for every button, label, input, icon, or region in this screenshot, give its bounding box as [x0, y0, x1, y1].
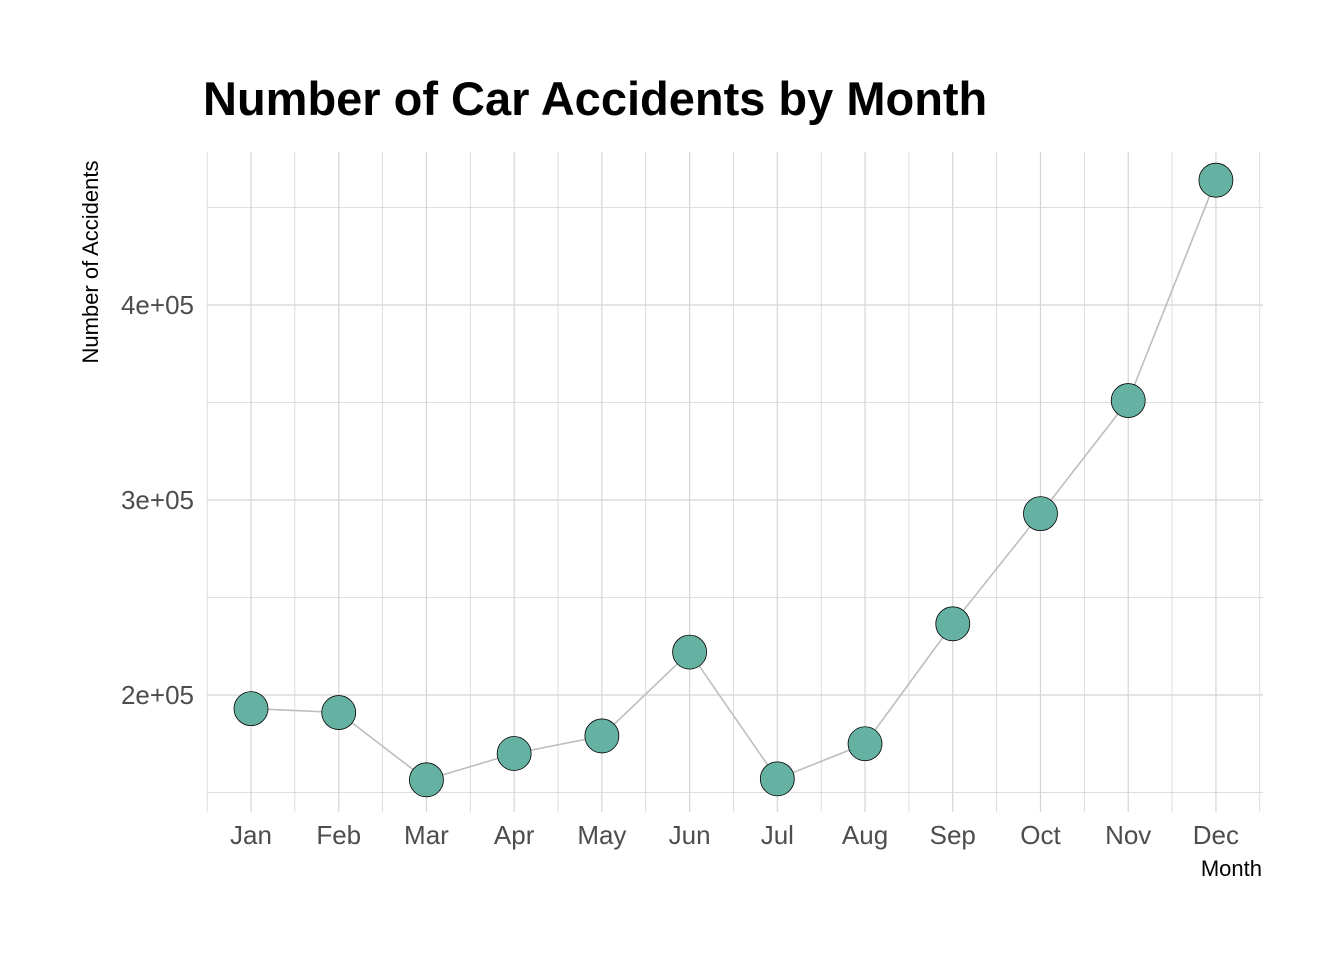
data-point-may [584, 718, 620, 754]
data-point-sep [935, 606, 971, 642]
y-tick-label: 2e+05 [121, 680, 194, 710]
x-tick-label-nov: Nov [1105, 820, 1151, 850]
x-tick-label-mar: Mar [404, 820, 449, 850]
data-point-oct [1023, 496, 1058, 532]
series-line [250, 179, 1217, 781]
x-axis-title: Month [1201, 856, 1262, 881]
x-tick-label-may: May [577, 820, 626, 850]
data-point-dec [1198, 162, 1234, 198]
data-point-mar [409, 762, 444, 798]
x-tick-label-jul: Jul [761, 820, 794, 850]
x-tick-label-jun: Jun [669, 820, 711, 850]
x-tick-label-dec: Dec [1193, 820, 1239, 850]
x-tick-label-apr: Apr [494, 820, 535, 850]
data-point-jul [759, 761, 795, 797]
y-tick-label: 3e+05 [121, 485, 194, 515]
x-tick-label-aug: Aug [842, 820, 888, 850]
x-tick-label-feb: Feb [316, 820, 361, 850]
y-axis-title: Number of Accidents [78, 161, 103, 364]
grid-lines [206, 152, 1263, 812]
data-point-feb [321, 695, 357, 730]
data-point-jun [672, 634, 707, 670]
data-point-nov [1110, 383, 1146, 418]
x-tick-label-jan: Jan [230, 820, 272, 850]
x-tick-label-oct: Oct [1020, 820, 1061, 850]
y-axis-tick-labels: 2e+05 3e+05 4e+05 [121, 290, 194, 710]
data-point-apr [496, 736, 532, 771]
x-axis-tick-labels: Jan Feb Mar Apr May Jun Jul Aug Sep Oct Nov Dec [230, 820, 1239, 850]
x-tick-label-sep: Sep [930, 820, 976, 850]
data-point-jan [233, 691, 269, 727]
chart-title: Number of Car Accidents by Month [203, 72, 988, 125]
y-tick-label: 4e+05 [121, 290, 194, 320]
data-points [233, 162, 1234, 798]
data-point-aug [847, 726, 883, 762]
